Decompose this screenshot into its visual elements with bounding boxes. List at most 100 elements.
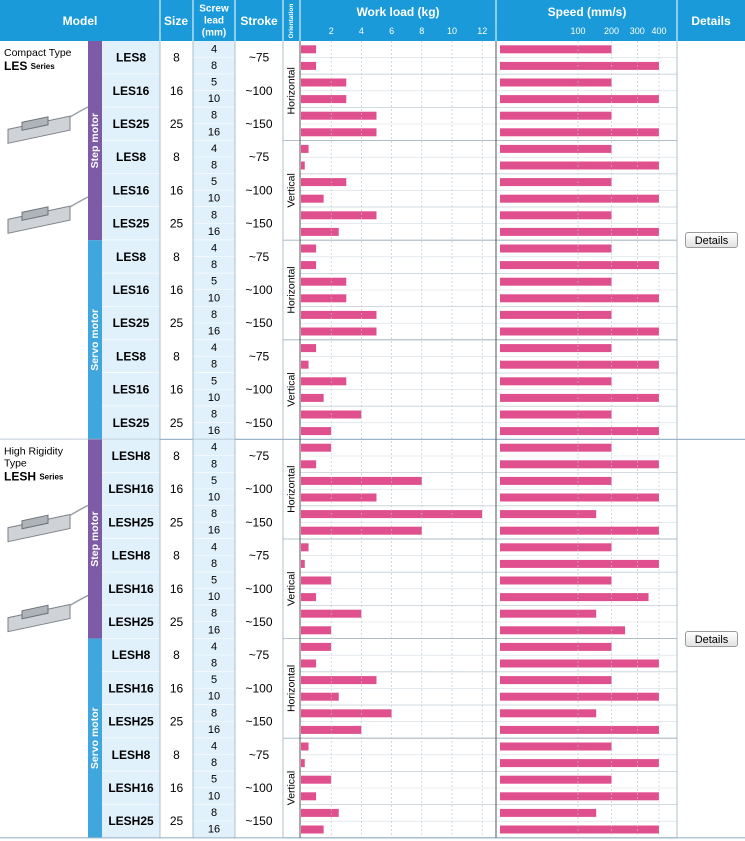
speed-bar xyxy=(500,360,659,369)
details-button[interactable]: Details xyxy=(685,630,738,647)
speed-bar xyxy=(500,808,597,817)
model-cell-bg xyxy=(102,804,160,838)
work-load-bar xyxy=(301,261,317,270)
speed-bar xyxy=(500,775,612,784)
model-cell-bg xyxy=(102,240,160,274)
speed-bar xyxy=(500,111,612,120)
work-load-bar xyxy=(301,543,309,552)
work-load-bar xyxy=(301,493,377,502)
series-type-label: Type xyxy=(4,457,27,469)
model-header: Model xyxy=(63,14,98,28)
screw-lead-value: 8 xyxy=(211,259,217,271)
screw-lead-cell-bg xyxy=(193,721,235,739)
stroke-value: ~75 xyxy=(249,648,270,662)
actuator-cable xyxy=(69,106,89,118)
series-name: LESH Series xyxy=(4,469,64,483)
speed-tick-label: 200 xyxy=(604,26,619,36)
work-load-tick-label: 12 xyxy=(477,26,487,36)
work-load-bar xyxy=(301,144,309,153)
model-name: LES25 xyxy=(113,117,150,131)
motor-type-label: Servo motor xyxy=(89,707,101,769)
orientation-label: Horizontal xyxy=(286,466,298,513)
screw-lead-value: 4 xyxy=(211,342,217,354)
screw-lead-value: 5 xyxy=(211,475,217,487)
actuator-illustration xyxy=(21,514,49,530)
model-cell-bg xyxy=(102,638,160,672)
size-value: 8 xyxy=(173,349,180,363)
model-name: LESH25 xyxy=(108,814,154,828)
screw-lead-cell-bg xyxy=(193,290,235,307)
speed-bar xyxy=(500,510,597,519)
work-load-bar xyxy=(301,78,347,87)
stroke-header: Stroke xyxy=(240,14,278,28)
screw-lead-cell-bg xyxy=(193,472,235,490)
screw-lead-value: 5 xyxy=(211,774,217,786)
size-value: 8 xyxy=(173,51,180,65)
screw-lead-cell-bg xyxy=(193,74,235,91)
screw-lead-value: 5 xyxy=(211,575,217,587)
speed-bar xyxy=(500,642,612,651)
stroke-value: ~150 xyxy=(245,814,272,828)
model-cell-bg xyxy=(102,572,160,606)
speed-bar xyxy=(500,476,612,485)
stroke-value: ~100 xyxy=(245,681,272,695)
screw-lead-cell-bg xyxy=(193,373,235,390)
model-cell-bg xyxy=(102,671,160,705)
size-value: 25 xyxy=(170,814,184,828)
model-cell-bg xyxy=(102,771,160,805)
stroke-value: ~150 xyxy=(245,316,272,330)
work-load-bar xyxy=(301,211,377,220)
speed-bar xyxy=(500,310,612,319)
work-load-bar xyxy=(301,393,324,402)
work-load-bar xyxy=(301,310,377,319)
speed-bar xyxy=(500,576,612,585)
screw-lead-value: 16 xyxy=(208,724,220,736)
screw-lead-cell-bg xyxy=(193,655,235,672)
model-name: LESH8 xyxy=(112,449,151,463)
screw-lead-cell-bg xyxy=(193,339,235,357)
speed-bar xyxy=(500,559,659,568)
work-load-bar xyxy=(301,759,305,768)
screw-lead-cell-bg xyxy=(193,90,235,108)
speed-bar xyxy=(500,393,659,402)
screw-lead-cell-bg xyxy=(193,605,235,622)
screw-lead-value: 8 xyxy=(211,309,217,321)
speed-bar xyxy=(500,792,659,801)
screw-lead-value: 4 xyxy=(211,641,217,653)
screw-lead-value: 8 xyxy=(211,508,217,520)
model-name: LES25 xyxy=(113,416,150,430)
speed-bar xyxy=(500,626,626,635)
speed-bar xyxy=(500,277,612,286)
stroke-value: ~100 xyxy=(245,383,272,397)
model-cell-bg xyxy=(102,705,160,739)
speed-bar xyxy=(500,659,659,668)
speed-bar xyxy=(500,344,612,353)
orientation-label: Vertical xyxy=(286,572,298,606)
screw-lead-value: 5 xyxy=(211,77,217,89)
model-cell-bg xyxy=(102,406,160,440)
model-name: LES16 xyxy=(113,283,150,297)
speed-bar xyxy=(500,692,659,701)
screw-lead-cell-bg xyxy=(193,622,235,639)
details-button[interactable]: Details xyxy=(685,232,738,249)
screw-lead-cell-bg xyxy=(193,754,235,772)
work-load-bar xyxy=(301,460,317,469)
speed-bar xyxy=(500,543,612,552)
model-name: LES8 xyxy=(116,349,146,363)
screw-lead-cell-bg xyxy=(193,522,235,539)
work-load-bar xyxy=(301,227,339,236)
screw-lead-value: 8 xyxy=(211,60,217,72)
model-cell-bg xyxy=(102,41,160,75)
screw-lead-cell-bg xyxy=(193,588,235,606)
speed-bar xyxy=(500,128,659,137)
size-value: 16 xyxy=(170,582,184,596)
work-load-header: Work load (kg) xyxy=(356,5,439,19)
actuator-illustration xyxy=(21,116,49,131)
screw-lead-cell-bg xyxy=(193,223,235,241)
speed-bar xyxy=(500,194,659,203)
screw-lead-value: 5 xyxy=(211,276,217,288)
screw-lead-value: 5 xyxy=(211,176,217,188)
screw-lead-value: 16 xyxy=(208,824,220,836)
motor-type-label: Servo motor xyxy=(89,309,101,371)
